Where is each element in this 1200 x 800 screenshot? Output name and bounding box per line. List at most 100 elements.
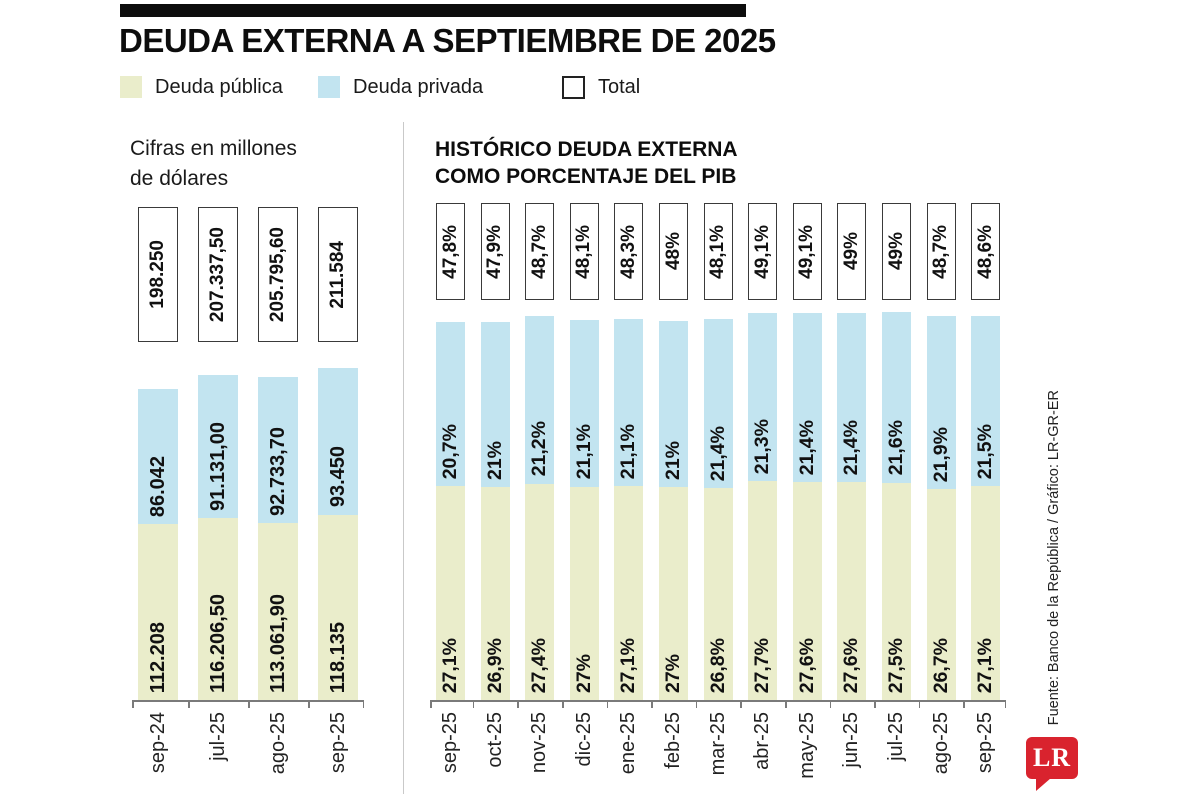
total-box-oct-25: 47,9% <box>480 203 510 300</box>
legend-item-deuda-publica: Deuda pública <box>120 74 283 100</box>
bar-segment-publica: 116.206,50 <box>198 517 238 700</box>
source-credit-text: Fuente: Banco de la República / Gráfico:… <box>1046 390 1062 726</box>
total-value: 48,7% <box>930 224 952 279</box>
total-box-abr-25: 49,1% <box>748 203 778 300</box>
x-axis-label: feb-25 <box>659 712 688 800</box>
total-value: 48,1% <box>707 224 729 279</box>
x-axis-label: ago-25 <box>927 712 956 800</box>
x-axis-tick <box>472 700 475 708</box>
x-axis-label: abr-25 <box>748 712 777 800</box>
x-axis-tick <box>1004 700 1007 708</box>
x-axis-label: sep-25 <box>971 712 1000 800</box>
total-value: 198.250 <box>147 240 168 309</box>
total-value: 49% <box>885 232 907 271</box>
x-axis-tick <box>188 700 190 708</box>
total-box-mar-25: 48,1% <box>703 203 733 300</box>
left-chart-subtitle-line2: de dólares <box>130 167 229 190</box>
bar-segment-privada: 21,1% <box>614 319 644 486</box>
bar-segment-privada: 93.450 <box>318 367 358 515</box>
total-box-may-25: 49,1% <box>792 203 822 300</box>
x-axis-tick <box>248 700 250 708</box>
total-box-sep-25: 211.584 <box>318 207 358 342</box>
x-axis-tick <box>562 700 564 708</box>
x-axis-label: may-25 <box>793 712 822 800</box>
x-axis-tick <box>740 700 742 708</box>
bar-segment-publica-value: 112.208 <box>146 621 169 693</box>
bar-segment-privada-value: 21,3% <box>751 418 774 475</box>
bar-segment-publica-value: 27,6% <box>840 637 863 693</box>
bar-segment-privada-value: 21,9% <box>929 426 952 483</box>
total-value: 48% <box>662 232 684 271</box>
bar-segment-privada-value: 21,4% <box>795 419 818 475</box>
total-value: 48,7% <box>528 224 550 279</box>
bar-segment-publica: 26,7% <box>926 489 956 700</box>
bar-segment-privada: 21,4% <box>792 312 822 482</box>
x-axis-label-text: sep-25 <box>439 712 461 774</box>
bar-segment-privada: 21,3% <box>748 312 778 482</box>
x-axis-tick <box>606 700 609 708</box>
total-box-ago-25: 48,7% <box>926 203 956 300</box>
x-axis-label: sep-24 <box>138 712 178 800</box>
bar-segment-privada: 21% <box>480 321 510 488</box>
bar-segment-privada-value: 21,4% <box>840 419 863 475</box>
x-axis-tick <box>430 700 432 708</box>
x-axis-label-text: abr-25 <box>751 712 774 770</box>
x-axis-label: oct-25 <box>481 712 510 800</box>
x-axis-label-text: sep-25 <box>326 712 349 774</box>
bar-segment-publica-value: 27% <box>572 653 595 693</box>
total-value: 211.584 <box>327 240 348 309</box>
bar-segment-publica-value: 27% <box>662 653 684 693</box>
total-box-sep-25: 48,6% <box>971 203 1001 300</box>
legend-item-deuda-privada: Deuda privada <box>318 74 483 100</box>
bar-segment-publica-value: 27,5% <box>885 637 907 693</box>
total-box-sep-25: 47,8% <box>436 203 465 300</box>
x-axis-tick <box>517 700 519 708</box>
bar-segment-privada-value: 21,1% <box>572 424 595 480</box>
bar-segment-privada-value: 91.131,00 <box>206 421 229 511</box>
bar-segment-privada-value: 86.042 <box>146 455 169 517</box>
x-axis-tick <box>918 700 921 708</box>
bar-sep-25: 93.450 118.135 <box>318 367 358 700</box>
x-axis-tick <box>785 700 787 708</box>
left-chart-subtitle: Cifras en millones de dólares <box>130 134 297 194</box>
x-axis-label-text: mar-25 <box>706 712 729 776</box>
bar-ene-25: 21,1% 27,1% <box>614 319 644 700</box>
total-box-jun-25: 49% <box>837 203 867 300</box>
bar-segment-publica: 113.061,90 <box>258 522 298 700</box>
bar-segment-publica: 27% <box>659 486 688 700</box>
x-axis-label-text: dic-25 <box>572 712 595 767</box>
bar-feb-25: 21% 27% <box>659 320 688 700</box>
total-value: 205.795,60 <box>267 226 288 323</box>
bar-segment-publica: 27% <box>569 486 599 700</box>
x-axis-label: nov-25 <box>525 712 554 800</box>
legend-item-total: Total <box>562 74 640 100</box>
x-axis-label-text: jun-25 <box>840 712 863 768</box>
bar-segment-publica-value: 27,1% <box>439 637 461 693</box>
bar-segment-publica: 27,1% <box>436 485 465 700</box>
x-axis-label: jul-25 <box>198 712 238 800</box>
x-axis-tick <box>651 700 653 708</box>
bar-segment-privada: 21,5% <box>971 316 1001 486</box>
x-axis-label: jul-25 <box>882 712 911 800</box>
bar-segment-privada-value: 21,2% <box>528 421 551 477</box>
total-value: 48,6% <box>974 224 996 279</box>
x-axis-label: ago-25 <box>258 712 298 800</box>
bar-ago-25: 92.733,70 113.061,90 <box>258 377 298 700</box>
page-title: DEUDA EXTERNA A SEPTIEMBRE DE 2025 <box>119 22 776 59</box>
x-axis-label-text: ago-25 <box>929 712 952 775</box>
total-value: 49,1% <box>751 224 773 279</box>
title-accent-bar <box>120 4 746 17</box>
x-axis-label: dic-25 <box>570 712 599 800</box>
bar-sep-25: 20,7% 27,1% <box>436 322 465 700</box>
total-value: 48,1% <box>573 224 595 279</box>
x-axis-tick <box>963 700 965 708</box>
panel-divider <box>403 122 404 794</box>
bar-segment-privada-value: 20,7% <box>439 423 461 479</box>
total-value: 207.337,50 <box>207 226 228 323</box>
bar-segment-publica-value: 26,9% <box>483 637 506 693</box>
total-value: 49% <box>840 232 862 271</box>
right-chart-title-line2: COMO PORCENTAJE DEL PIB <box>435 165 737 188</box>
bar-segment-privada: 91.131,00 <box>198 374 238 518</box>
x-axis-tick <box>132 700 134 708</box>
total-value: 48,3% <box>617 224 639 279</box>
